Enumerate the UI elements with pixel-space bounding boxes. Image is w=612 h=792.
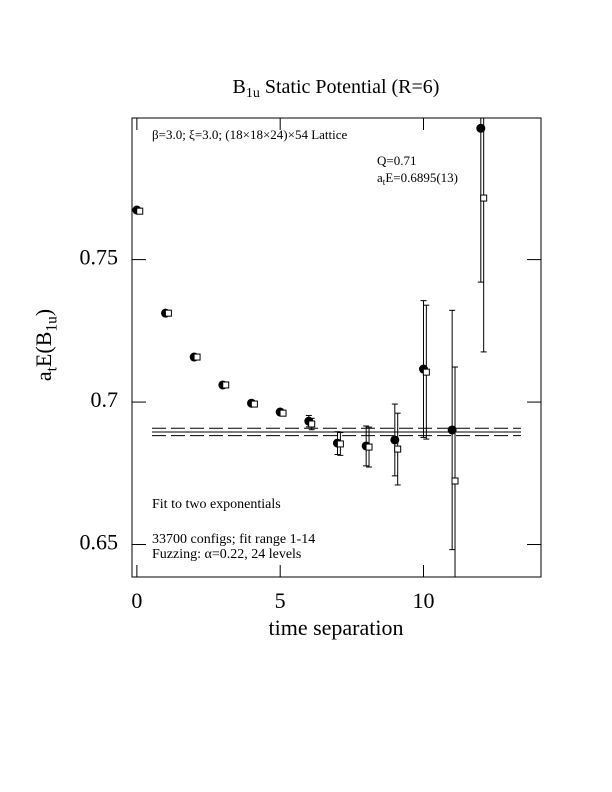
point	[308, 420, 316, 428]
x-tick-label: 10	[412, 588, 434, 613]
text-part: β=3.0; ξ=3.0; (18×18×24)×54 Lattice	[152, 127, 348, 142]
annotation: Q=0.71	[377, 153, 416, 168]
text-part: B	[233, 76, 246, 98]
point	[164, 309, 172, 317]
point	[476, 123, 486, 133]
text-part: Fuzzing: α=0.22, 24 levels	[152, 547, 301, 562]
text-part: E=0.6895(13)	[385, 170, 458, 185]
annotation: atE=0.6895(13)	[377, 170, 458, 187]
text-part: Q=0.71	[377, 153, 416, 168]
annotation: 33700 configs; fit range 1-14	[152, 532, 315, 547]
chart-title: B1u Static Potential (R=6)	[233, 76, 440, 102]
point	[365, 443, 373, 451]
text-part: )	[31, 309, 56, 316]
text-part: a	[377, 170, 383, 185]
y-tick-label: 0.65	[80, 530, 119, 555]
plot-frame	[131, 117, 542, 578]
point	[193, 353, 201, 361]
x-axis-label: time separation	[268, 615, 403, 640]
point	[336, 440, 344, 448]
point	[279, 409, 287, 417]
y-tick-label: 0.75	[80, 245, 119, 270]
point	[480, 194, 488, 202]
text-part: 33700 configs; fit range 1-14	[152, 532, 315, 547]
point	[390, 435, 400, 445]
y-tick-label: 0.7	[91, 387, 119, 412]
point	[451, 477, 459, 485]
text-part: Fit to two exponentials	[152, 497, 281, 512]
x-tick-label: 5	[275, 588, 286, 613]
plot-area	[132, 118, 521, 577]
subscript: 1u	[43, 316, 60, 332]
annotation: Fuzzing: α=0.22, 24 levels	[152, 547, 301, 562]
point	[250, 400, 258, 408]
text-part: a	[31, 371, 56, 381]
y-axis-label: atE(B1u)	[31, 309, 60, 381]
annotation: β=3.0; ξ=3.0; (18×18×24)×54 Lattice	[152, 127, 348, 142]
subscript: t	[43, 366, 60, 371]
subscript: 1u	[246, 86, 260, 101]
point	[136, 207, 144, 215]
point	[222, 381, 230, 389]
annotation: Fit to two exponentials	[152, 497, 281, 512]
point	[422, 368, 430, 376]
text-part: E(B	[31, 332, 56, 367]
point	[447, 425, 457, 435]
text-part: Static Potential (R=6)	[260, 76, 440, 98]
x-tick-label: 0	[131, 588, 142, 613]
point	[394, 445, 402, 453]
subscript: t	[383, 177, 386, 187]
